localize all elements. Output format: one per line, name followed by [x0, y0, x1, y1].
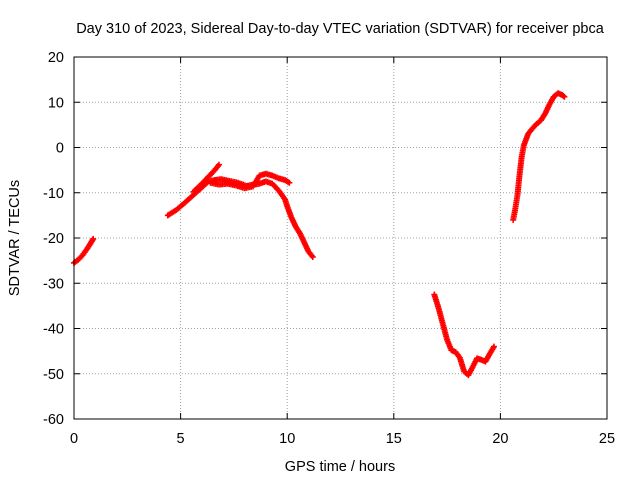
series-segment-1 — [71, 235, 97, 266]
x-tick-label: 20 — [492, 431, 508, 447]
grid — [74, 57, 607, 419]
y-tick-label: -10 — [43, 186, 64, 202]
y-tick-label: 0 — [56, 141, 64, 157]
x-tick-label: 10 — [279, 431, 295, 447]
axis-ticks: 0 5 10 15 20 25 -60 -50 -40 -30 -20 -10 0 10 20 — [43, 50, 615, 447]
y-tick-label: -50 — [43, 367, 64, 383]
x-axis-label: GPS time / hours — [285, 459, 395, 475]
y-tick-label: -60 — [43, 412, 64, 428]
x-tick-label: 15 — [386, 431, 402, 447]
x-tick-label: 25 — [599, 431, 615, 447]
data-point — [561, 93, 568, 100]
y-tick-label: 10 — [48, 95, 64, 111]
data-point — [90, 235, 97, 242]
series-segment-2-band — [207, 170, 293, 192]
data-point — [560, 92, 567, 99]
x-tick-label: 0 — [70, 431, 78, 447]
chart-title: Day 310 of 2023, Sidereal Day-to-day VTE… — [76, 21, 605, 37]
y-tick-label: -40 — [43, 322, 64, 338]
x-tick-label: 5 — [177, 431, 185, 447]
y-tick-label: -20 — [43, 231, 64, 247]
data-point — [215, 161, 222, 168]
data-point — [309, 254, 316, 261]
series-segment-2 — [164, 176, 316, 261]
series-segment-2-upper — [190, 161, 222, 195]
plot-area — [71, 90, 568, 379]
series-segment-3 — [431, 291, 498, 379]
y-tick-label: 20 — [48, 50, 64, 66]
data-point — [491, 343, 498, 350]
data-point — [286, 179, 293, 186]
series-segment-4 — [510, 90, 568, 223]
y-tick-label: -30 — [43, 276, 64, 292]
y-axis-label: SDTVAR / TECUs — [7, 180, 23, 296]
